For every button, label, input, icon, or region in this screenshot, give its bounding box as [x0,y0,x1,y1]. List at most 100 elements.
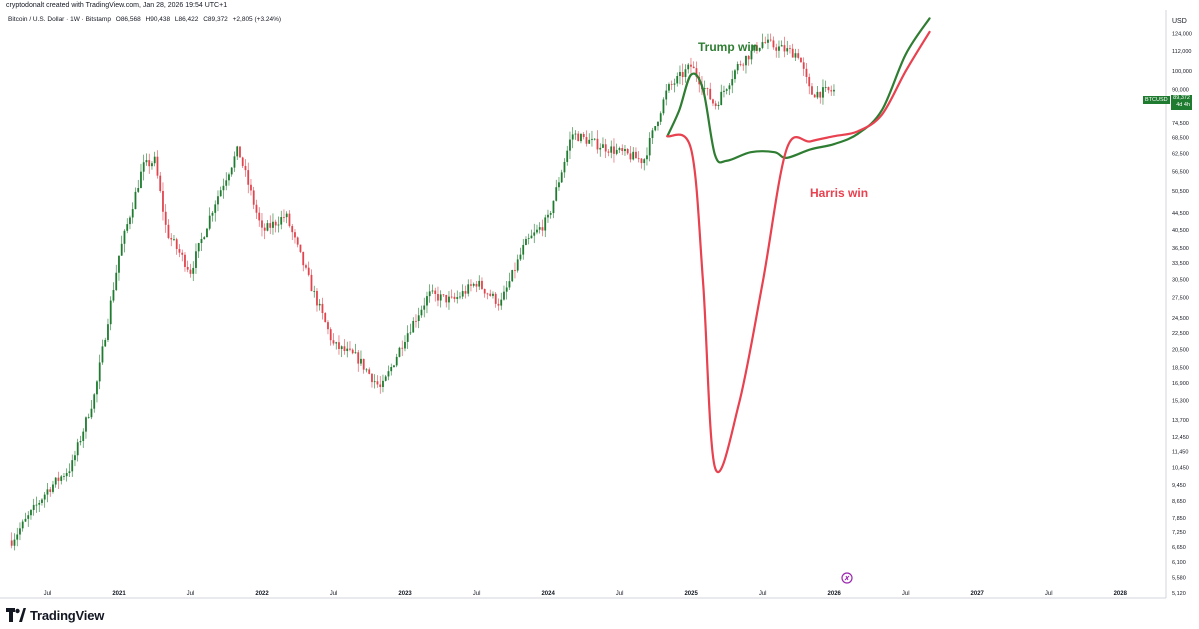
candle-body [607,151,610,153]
symbol-legend[interactable]: Bitcoin / U.S. Dollar · 1W · Bitstamp O8… [8,16,284,23]
candle-body [302,251,305,266]
candle-body [362,358,365,370]
candle-body [582,134,585,138]
candle-body [291,226,294,233]
price-tick-label: 7,250 [1172,530,1186,536]
candle-body [434,290,437,295]
candle-body [621,148,624,152]
price-tick-label: 24,500 [1172,316,1189,322]
candle-body [228,174,230,181]
candle-body [830,90,833,92]
candle-body [706,88,709,89]
candle-body [93,394,96,409]
symbol-title: Bitcoin / U.S. Dollar · 1W · Bitstamp [8,16,111,23]
candle-body [596,138,599,150]
candle-body [703,88,706,90]
last-price: 89,372 [1173,95,1190,101]
candle-body [767,39,769,43]
candle-body [274,221,277,226]
candle-body [805,68,808,77]
candle-body [10,540,13,546]
candle-body [786,48,789,52]
candle-body [255,204,258,213]
candle-body [525,238,527,245]
candle-body [409,332,412,334]
candle-body [684,69,687,78]
price-tick-label: 9,450 [1172,483,1186,489]
candle-body [822,87,824,98]
candle-body [492,293,494,296]
candle-body [241,157,244,166]
candle-body [173,239,175,241]
candle-body [299,244,302,252]
candle-body [516,259,519,271]
candle-body [670,84,673,85]
candle-body [522,244,525,255]
candle-body [500,299,503,306]
candle-body [217,196,219,205]
candle-body [654,126,657,131]
ohlc-change: +2,805 (+3.24%) [232,16,282,23]
ohlc-close: C89,372 [203,16,228,23]
candle-body [351,349,354,354]
candle-body [648,138,651,156]
candle-body [613,146,615,154]
candle-body [527,238,530,240]
candle-body [437,294,439,301]
candle-body [285,213,288,218]
candle-body [384,376,387,381]
candle-body [398,347,401,357]
currency-label[interactable]: USD [1172,18,1187,25]
time-tick-label: Jul [473,591,481,597]
candle-body [247,170,250,185]
candle-body [503,291,505,300]
spark-icon[interactable] [841,572,853,584]
price-tick-label: 30,500 [1172,278,1189,284]
candle-body [794,53,797,58]
candle-body [43,494,46,500]
candle-body [82,431,85,441]
candle-body [569,139,571,151]
trump-scenario-line[interactable] [666,17,931,164]
candle-body [478,280,481,287]
candle-body [382,380,384,387]
candle-body [626,148,629,154]
candle-body [21,521,24,529]
candle-body [46,489,49,495]
candle-body [360,358,362,364]
candle-body [296,237,299,245]
candle-body [681,72,684,78]
candle-body [797,53,800,58]
time-tick-label: 2025 [684,591,698,597]
candle-body [181,252,184,255]
candle-body [461,291,464,297]
candle-body [819,91,822,98]
price-tick-label: 5,580 [1172,576,1186,582]
candle-body [120,243,123,256]
candle-body [747,55,750,60]
harris-scenario-line[interactable] [666,30,931,474]
price-tick-label: 68,500 [1172,135,1189,141]
candle-body [96,381,98,395]
candle-body [316,290,318,306]
tradingview-brand[interactable]: TradingView [6,605,104,625]
candle-body [159,175,162,191]
candle-body [269,223,272,228]
candle-body [404,341,406,349]
time-tick-label: 2024 [541,591,555,597]
candle-body [816,91,819,98]
candle-body [673,83,676,85]
candle-body [288,213,291,227]
candle-body [123,230,126,244]
candle-body [769,39,772,41]
candle-body [563,161,566,173]
candle-body [346,348,349,352]
candle-body [640,158,643,164]
candle-body [41,499,43,503]
price-tick-label: 15,300 [1172,399,1189,405]
candle-body [624,148,626,152]
candle-body [580,134,582,142]
candle-body [406,333,409,342]
candle-body [85,417,87,432]
